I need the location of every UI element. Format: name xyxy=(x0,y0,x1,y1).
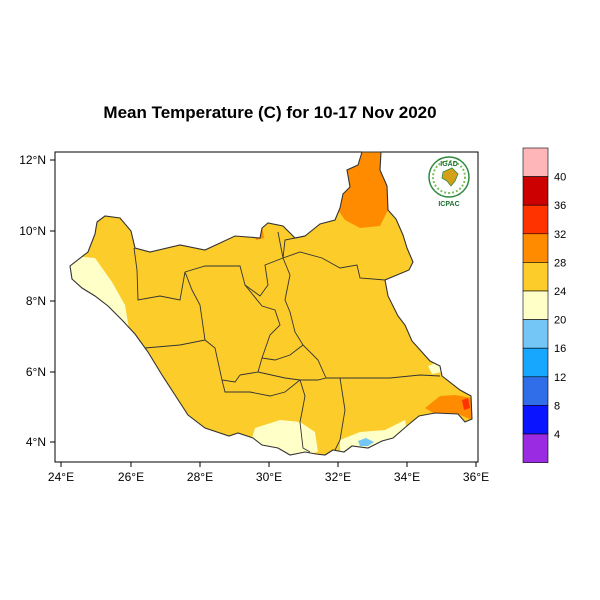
legend-swatch xyxy=(522,204,549,235)
legend-label: 40 xyxy=(554,172,566,184)
x-tick-label: 26°E xyxy=(118,470,144,484)
x-tick-label: 30°E xyxy=(256,470,282,484)
temp-class-16-20-spot xyxy=(358,438,374,446)
logo-top-text: IGAD xyxy=(440,161,458,168)
state-boundary xyxy=(334,377,346,451)
state-boundary xyxy=(221,379,301,397)
map-frame xyxy=(54,151,479,463)
legend-swatch xyxy=(522,376,549,406)
state-boundary xyxy=(282,235,306,259)
legend-swatch xyxy=(522,319,549,349)
igad-icpac-logo: IGAD ICPAC xyxy=(428,156,470,208)
state-boundary xyxy=(282,257,327,379)
temp-class-32-36-speck xyxy=(462,398,470,410)
legend-label: 24 xyxy=(554,286,566,298)
x-tick-label: 24°E xyxy=(48,470,74,484)
logo-bottom-text: ICPAC xyxy=(438,201,459,208)
map-title: Mean Temperature (C) for 10-17 Nov 2020 xyxy=(103,103,436,122)
legend-swatch xyxy=(522,347,549,378)
legend-swatch xyxy=(522,290,549,320)
legend-swatch xyxy=(522,433,549,463)
logo-wreath xyxy=(432,160,466,194)
legend-label: 28 xyxy=(554,257,566,269)
y-axis-labels: 12°N 10°N 8°N 6°N 4°N xyxy=(19,153,46,449)
legend-swatch xyxy=(522,233,549,263)
africa-icon xyxy=(441,167,459,187)
state-boundary xyxy=(239,284,281,376)
country-outline xyxy=(69,151,473,456)
temperature-field xyxy=(70,152,472,455)
x-axis-labels: 24°E 26°E 28°E 30°E 32°E 34°E 36°E xyxy=(48,470,489,484)
x-tick-label: 28°E xyxy=(187,470,213,484)
x-tick-label: 36°E xyxy=(463,470,489,484)
y-tick-label: 6°N xyxy=(26,365,46,379)
state-boundary xyxy=(184,231,284,297)
state-boundary xyxy=(133,247,186,301)
state-boundary xyxy=(184,271,206,341)
legend-label: 4 xyxy=(554,429,560,441)
legend-swatch xyxy=(522,147,549,177)
state-boundary xyxy=(282,251,386,281)
legend-label: 8 xyxy=(554,400,560,412)
legend-label: 36 xyxy=(554,200,566,212)
legend-swatch xyxy=(522,262,549,292)
legend-label: 32 xyxy=(554,229,566,241)
state-boundary xyxy=(261,344,304,361)
state-boundary xyxy=(326,374,441,379)
state-boundaries xyxy=(133,231,441,453)
y-tick-label: 4°N xyxy=(26,435,46,449)
color-legend: 40 36 32 28 24 20 16 12 8 4 xyxy=(522,147,566,463)
legend-label: 12 xyxy=(554,372,566,384)
x-tick-label: 34°E xyxy=(394,470,420,484)
legend-swatch xyxy=(522,176,549,206)
legend-label: 20 xyxy=(554,315,566,327)
legend-label: 16 xyxy=(554,343,566,355)
y-tick-label: 12°N xyxy=(19,153,46,167)
y-tick-label: 8°N xyxy=(26,294,46,308)
x-tick-label: 32°E xyxy=(325,470,351,484)
y-tick-label: 10°N xyxy=(19,224,46,238)
state-boundary xyxy=(257,371,301,381)
axis-ticks xyxy=(50,159,477,467)
temp-class-28-32-north xyxy=(338,152,388,228)
state-boundary xyxy=(299,377,327,453)
legend-swatch xyxy=(522,405,549,435)
state-boundary xyxy=(144,339,241,383)
